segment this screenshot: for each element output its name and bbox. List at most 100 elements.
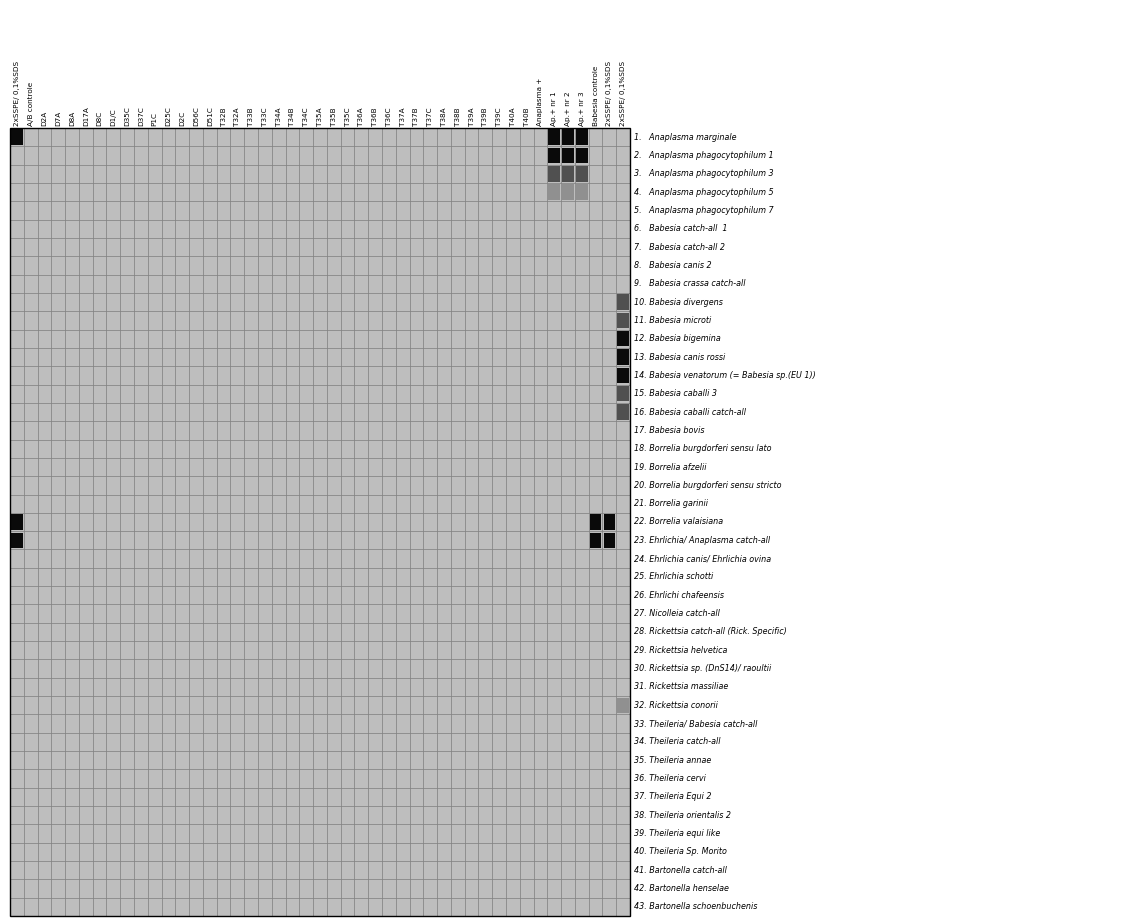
Bar xyxy=(355,677,369,696)
Text: T37A: T37A xyxy=(400,107,406,126)
Bar xyxy=(313,146,327,164)
Bar xyxy=(203,385,216,403)
Bar xyxy=(479,164,492,183)
Bar xyxy=(106,659,121,677)
Bar xyxy=(37,843,52,861)
Bar xyxy=(216,806,230,824)
Bar xyxy=(533,201,548,219)
Text: 32. Rickettsia conorii: 32. Rickettsia conorii xyxy=(635,700,718,710)
Bar xyxy=(52,641,65,659)
Bar xyxy=(121,586,134,604)
Bar xyxy=(258,879,272,898)
Bar xyxy=(161,622,176,641)
Bar xyxy=(409,385,424,403)
Bar xyxy=(506,733,520,751)
Bar xyxy=(79,677,92,696)
Bar xyxy=(424,769,437,788)
Bar xyxy=(616,201,630,219)
Bar xyxy=(106,219,121,238)
Text: T39A: T39A xyxy=(469,107,474,126)
Bar xyxy=(134,348,148,366)
Bar xyxy=(203,622,216,641)
Bar xyxy=(148,219,161,238)
Text: Ap.+ nr 1: Ap.+ nr 1 xyxy=(551,92,557,126)
Bar xyxy=(161,440,176,458)
Bar xyxy=(92,806,106,824)
Bar xyxy=(588,659,603,677)
Bar xyxy=(161,238,176,256)
Text: 24. Ehrlichia canis/ Ehrlichia ovina: 24. Ehrlichia canis/ Ehrlichia ovina xyxy=(635,554,771,563)
Bar xyxy=(588,751,603,769)
Bar xyxy=(437,311,451,330)
Text: T32A: T32A xyxy=(234,107,240,126)
Bar xyxy=(258,824,272,843)
Bar xyxy=(575,421,588,440)
Text: T36C: T36C xyxy=(385,107,392,126)
Bar xyxy=(409,330,424,348)
Bar xyxy=(340,604,355,622)
Bar xyxy=(300,659,313,677)
Bar xyxy=(203,550,216,568)
Bar xyxy=(616,751,630,769)
Text: 1.   Anaplasma marginale: 1. Anaplasma marginale xyxy=(635,133,737,141)
Bar xyxy=(549,148,560,163)
Bar xyxy=(424,476,437,495)
Bar xyxy=(148,622,161,641)
Bar xyxy=(616,366,630,385)
Bar xyxy=(451,622,464,641)
Bar xyxy=(588,385,603,403)
Bar xyxy=(121,440,134,458)
Bar xyxy=(285,330,300,348)
Bar xyxy=(230,568,245,586)
Bar xyxy=(272,421,285,440)
Bar xyxy=(230,274,245,293)
Bar xyxy=(65,659,79,677)
Bar xyxy=(230,421,245,440)
Bar xyxy=(52,366,65,385)
Bar xyxy=(52,696,65,714)
Bar xyxy=(479,769,492,788)
Bar xyxy=(548,898,561,916)
Bar xyxy=(79,330,92,348)
Bar xyxy=(561,861,575,879)
Bar xyxy=(382,421,396,440)
Bar xyxy=(561,201,575,219)
Bar xyxy=(121,476,134,495)
Bar xyxy=(424,550,437,568)
Bar xyxy=(300,513,313,532)
Bar xyxy=(230,714,245,733)
Bar xyxy=(52,238,65,256)
Bar xyxy=(92,219,106,238)
Bar xyxy=(506,311,520,330)
Bar xyxy=(176,513,189,532)
Bar xyxy=(355,238,369,256)
Bar xyxy=(272,788,285,806)
Bar xyxy=(575,219,588,238)
Bar xyxy=(272,311,285,330)
Bar xyxy=(121,861,134,879)
Bar xyxy=(203,733,216,751)
Bar xyxy=(533,256,548,274)
Bar xyxy=(106,622,121,641)
Bar xyxy=(285,238,300,256)
Bar xyxy=(10,495,24,513)
Bar xyxy=(549,129,560,145)
Text: 5.   Anaplasma phagocytophilum 7: 5. Anaplasma phagocytophilum 7 xyxy=(635,206,773,215)
Bar xyxy=(382,183,396,201)
Bar xyxy=(382,898,396,916)
Bar xyxy=(92,293,106,311)
Bar xyxy=(575,550,588,568)
Bar xyxy=(479,366,492,385)
Bar xyxy=(369,256,382,274)
Bar xyxy=(561,366,575,385)
Text: 41. Bartonella catch-all: 41. Bartonella catch-all xyxy=(635,866,727,875)
Bar xyxy=(396,146,409,164)
Bar xyxy=(189,421,203,440)
Bar xyxy=(161,128,176,146)
Bar xyxy=(121,769,134,788)
Bar xyxy=(52,495,65,513)
Bar xyxy=(561,714,575,733)
Bar xyxy=(79,641,92,659)
Bar xyxy=(285,476,300,495)
Bar xyxy=(258,219,272,238)
